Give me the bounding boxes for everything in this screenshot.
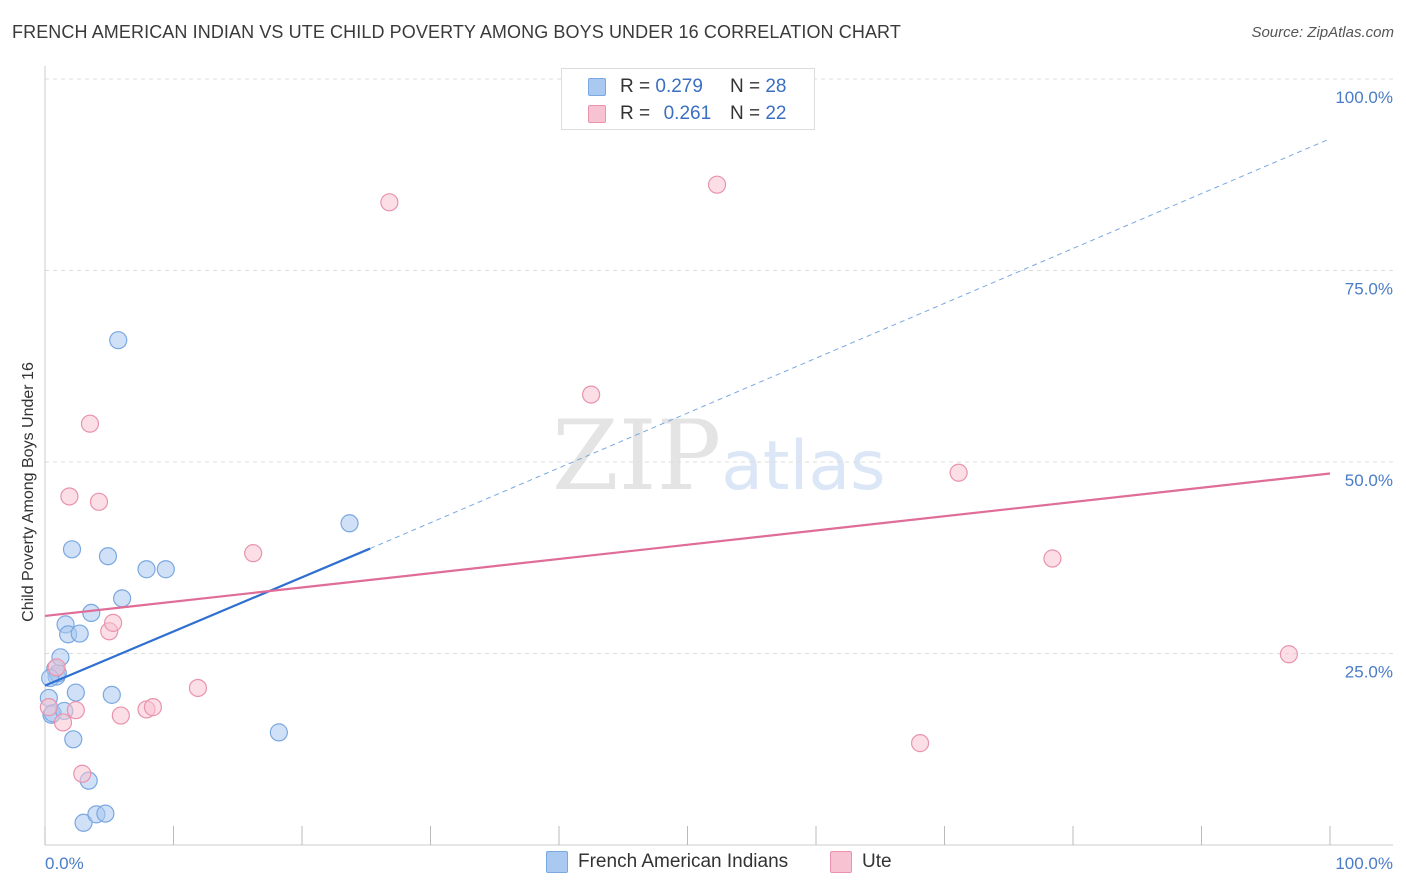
series-legend: French American Indians Ute xyxy=(0,851,1406,877)
trendline-french-american-indians xyxy=(44,547,371,687)
point-french-american-indians xyxy=(269,723,288,742)
point-french-american-indians xyxy=(74,813,93,832)
point-french-american-indians xyxy=(109,331,128,350)
legend-row-french-american-indians: R = 0.279 N = 28 xyxy=(588,74,786,100)
legend-r-label: R = xyxy=(620,103,651,124)
legend-n-label: N = xyxy=(729,103,761,124)
point-ute xyxy=(582,385,601,404)
point-ute xyxy=(89,492,109,511)
point-french-american-indians xyxy=(62,540,82,559)
point-ute xyxy=(707,175,727,194)
legend-n-label: N = xyxy=(729,76,761,97)
point-ute xyxy=(1279,645,1298,664)
point-french-american-indians xyxy=(102,685,121,704)
y-tick-label: 100.0% xyxy=(1335,88,1393,107)
point-french-american-indians xyxy=(70,624,89,643)
point-ute xyxy=(66,701,85,720)
legend-r-value: 0.261 xyxy=(663,103,712,124)
point-french-american-indians xyxy=(340,514,359,533)
legend-n-value: 22 xyxy=(765,103,787,124)
trendline-french-american-indians-extension xyxy=(369,138,1331,550)
legend-swatch-blue xyxy=(588,78,606,96)
legend-n-value: 28 xyxy=(765,76,787,97)
y-tick-label: 25.0% xyxy=(1345,663,1393,682)
legend-swatch-blue xyxy=(546,851,568,873)
point-french-american-indians xyxy=(137,560,156,579)
legend-swatch-pink xyxy=(830,851,852,873)
watermark-zip: ZIP xyxy=(552,400,722,512)
point-ute xyxy=(53,713,73,732)
point-ute xyxy=(111,706,130,725)
point-french-american-indians xyxy=(98,547,118,566)
trendline-ute xyxy=(44,472,1331,618)
y-tick-label: 75.0% xyxy=(1345,280,1393,299)
y-tick-label: 50.0% xyxy=(1345,471,1393,490)
point-ute xyxy=(104,613,123,632)
point-ute xyxy=(39,698,58,717)
point-ute xyxy=(60,487,79,506)
legend-label: French American Indians xyxy=(578,851,789,872)
point-french-american-indians xyxy=(64,730,83,749)
legend-item-ute: Ute xyxy=(830,851,892,873)
x-tick-label: 100.0% xyxy=(1335,854,1393,873)
point-ute xyxy=(47,658,66,677)
point-ute xyxy=(910,734,930,753)
point-ute xyxy=(73,764,92,783)
chart-title: FRENCH AMERICAN INDIAN VS UTE CHILD POVE… xyxy=(12,22,901,42)
x-tick-label: 0.0% xyxy=(45,854,84,873)
point-french-american-indians xyxy=(112,589,132,608)
source-credit: Source: ZipAtlas.com xyxy=(1251,24,1394,41)
legend-r-value: 0.279 xyxy=(655,76,703,97)
point-french-american-indians xyxy=(156,560,175,579)
point-ute xyxy=(143,698,163,717)
legend-label: Ute xyxy=(862,851,892,872)
legend-r-label: R = xyxy=(620,76,651,97)
point-french-american-indians xyxy=(96,804,115,823)
watermark-atlas: atlas xyxy=(721,427,886,506)
point-french-american-indians xyxy=(82,603,101,623)
y-axis-label: Child Poverty Among Boys Under 16 xyxy=(20,362,37,622)
point-ute xyxy=(244,544,263,563)
point-french-american-indians xyxy=(66,683,85,702)
watermark: ZIPatlas xyxy=(552,400,886,512)
legend-swatch-pink xyxy=(588,105,606,123)
point-ute xyxy=(188,678,208,698)
correlation-legend: R = 0.279 N = 28 R = 0.261 N = 22 xyxy=(561,68,815,130)
point-ute xyxy=(80,414,100,433)
point-ute xyxy=(1043,549,1062,568)
point-ute xyxy=(949,463,968,482)
point-ute xyxy=(380,193,399,212)
legend-row-ute: R = 0.261 N = 22 xyxy=(588,101,786,127)
legend-item-french-american-indians: French American Indians xyxy=(546,851,788,873)
